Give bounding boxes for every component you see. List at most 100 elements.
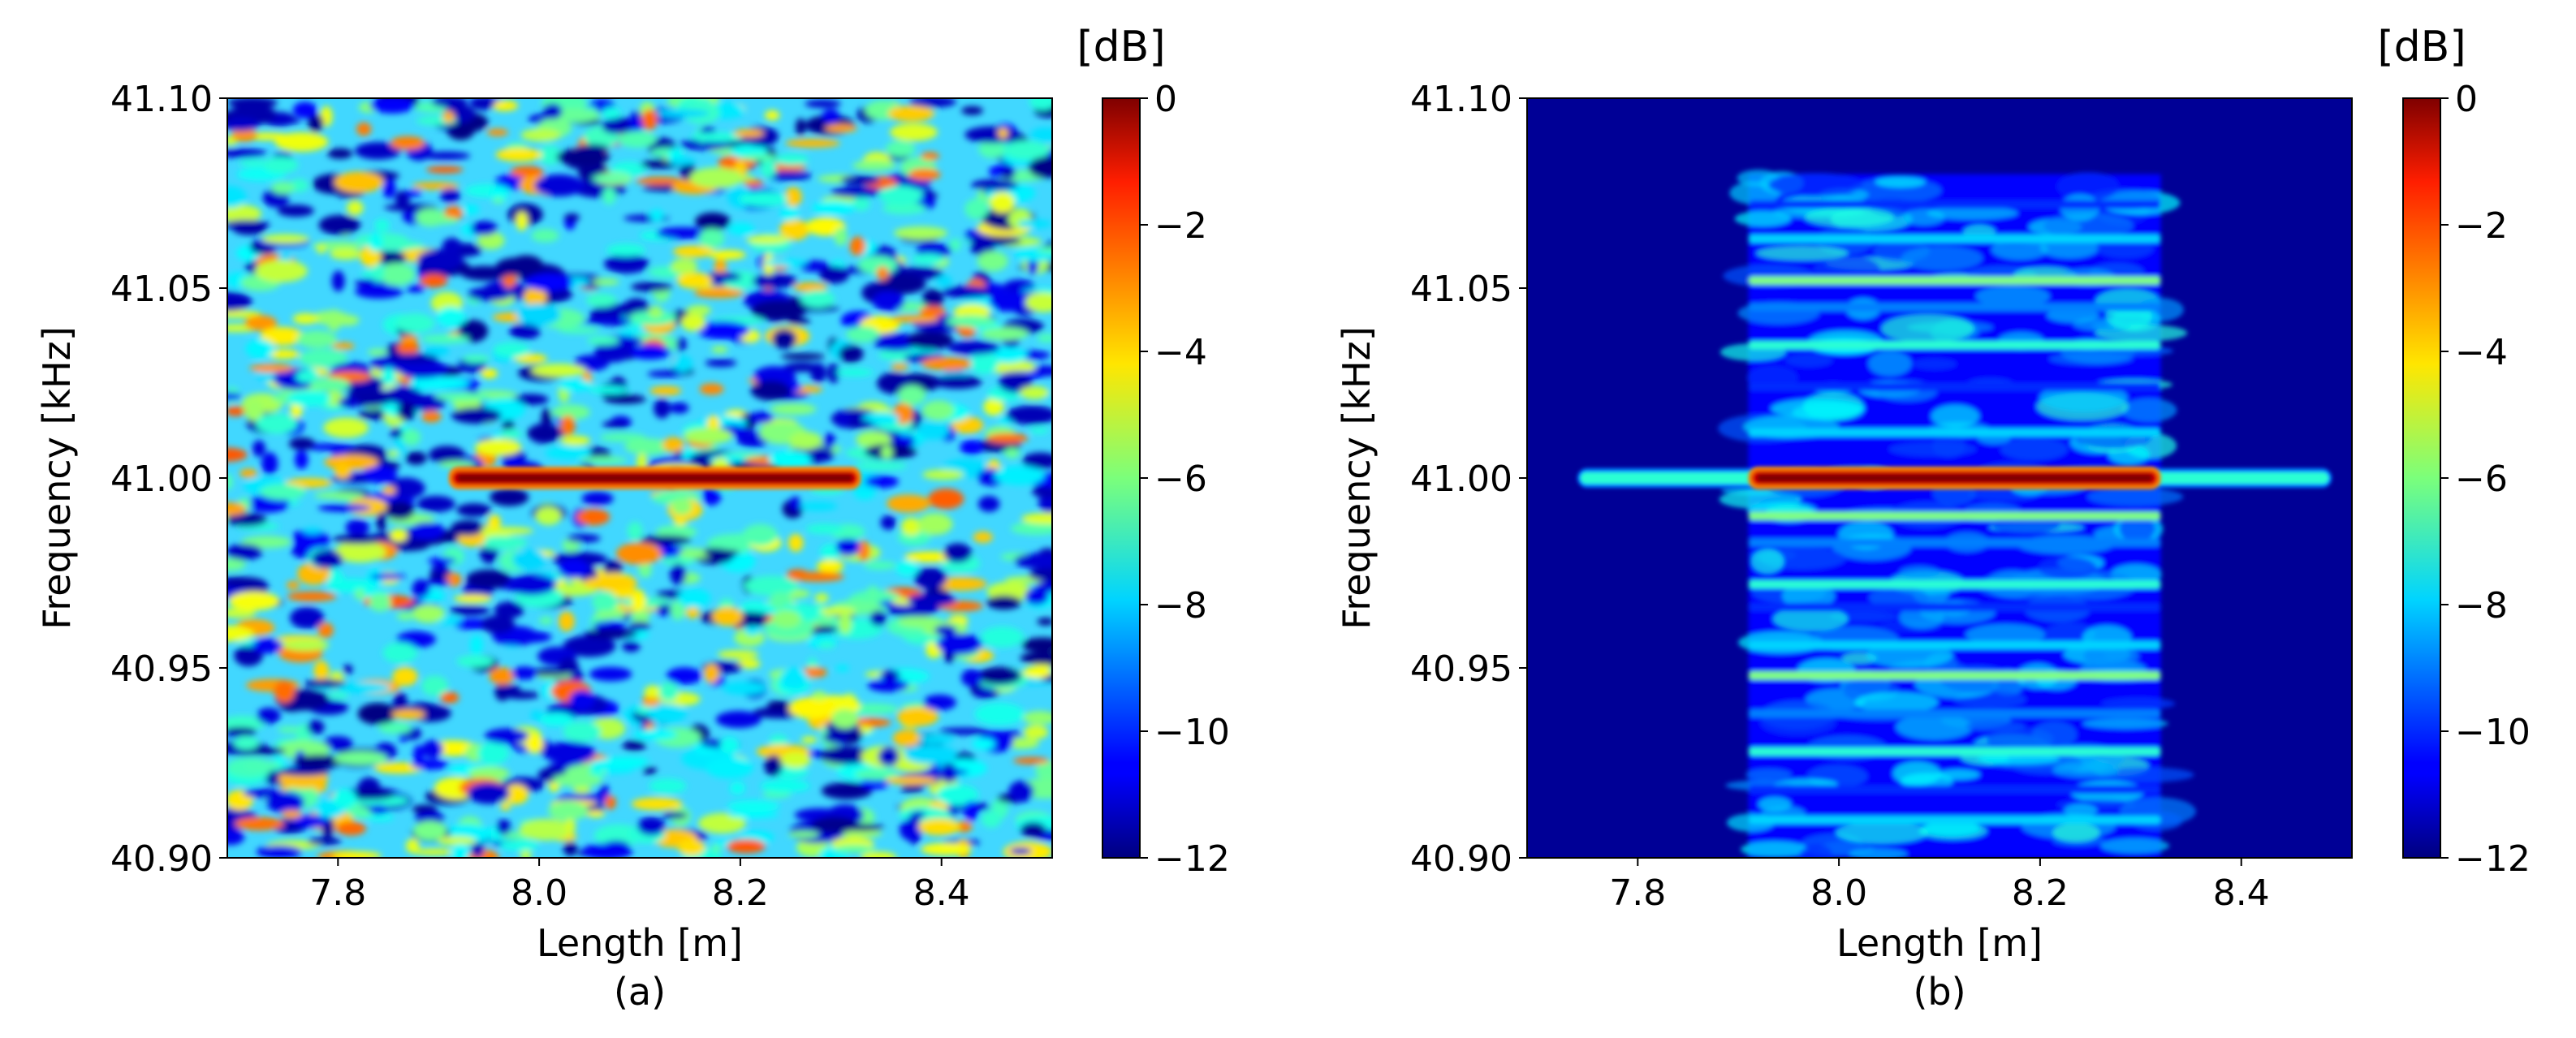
noise-blob [1029, 427, 1050, 434]
noise-blob [628, 622, 651, 631]
noise-blob [1017, 219, 1052, 229]
noise-blob [936, 633, 982, 656]
noise-blob [656, 109, 710, 118]
noise-blob [752, 273, 797, 289]
noise-blob [331, 270, 345, 292]
noise-blob [543, 741, 596, 765]
noise-blob [727, 799, 780, 812]
noise-blob [695, 212, 731, 230]
noise-blob [388, 353, 438, 364]
noise-blob [227, 117, 260, 131]
noise-blob [421, 739, 444, 759]
noise-blob [890, 123, 938, 141]
noise-blob [750, 380, 791, 401]
noise-blob [507, 631, 552, 644]
noise-blob [412, 604, 445, 623]
noise-blob [602, 756, 650, 765]
colorbar-gradient-b [2402, 97, 2441, 859]
noise-blob [880, 670, 900, 681]
colorbar-label-b: [dB] [2377, 23, 2466, 71]
spectral-stripe [1748, 382, 2161, 391]
noise-blob [390, 136, 425, 150]
noise-blob [493, 342, 530, 358]
band-texture [2100, 697, 2176, 710]
noise-blob [793, 282, 827, 292]
noise-blob [934, 576, 987, 591]
noise-blob [699, 383, 724, 395]
colorbar-tick-label: −6 [1154, 459, 1207, 500]
x-tick-label: 8.4 [2213, 872, 2270, 914]
noise-blob [406, 284, 425, 293]
noise-blob [662, 437, 684, 453]
noise-blob [451, 407, 502, 424]
noise-blob [415, 208, 446, 226]
noise-blob [668, 157, 697, 166]
noise-blob [860, 777, 890, 790]
noise-blob [733, 128, 764, 138]
noise-blob [983, 398, 1004, 416]
noise-blob [852, 196, 870, 211]
noise-blob [520, 128, 561, 142]
noise-blob [1009, 847, 1032, 855]
noise-blob [485, 728, 529, 744]
noise-blob [592, 278, 619, 286]
noise-blob [878, 185, 923, 206]
noise-blob [563, 721, 602, 743]
noise-blob [488, 515, 501, 530]
noise-blob [227, 726, 257, 735]
noise-blob [227, 558, 246, 571]
noise-blob [973, 531, 993, 543]
noise-blob [436, 306, 466, 328]
noise-blob [670, 258, 698, 274]
noise-blob [477, 536, 528, 549]
noise-blob [604, 254, 649, 273]
noise-blob [594, 339, 632, 363]
noise-blob [470, 221, 498, 236]
noise-blob [805, 99, 841, 108]
noise-blob [1012, 757, 1050, 765]
noise-blob [760, 158, 776, 179]
noise-blob [779, 218, 810, 241]
noise-blob [252, 638, 283, 654]
noise-blob [467, 286, 513, 302]
noise-blob [308, 114, 324, 133]
noise-blob [921, 357, 973, 371]
noise-blob [819, 746, 873, 765]
noise-blob [891, 315, 939, 323]
noise-blob [670, 600, 685, 621]
noise-blob [696, 321, 750, 340]
noise-blob [474, 438, 522, 456]
noise-blob [531, 364, 586, 377]
noise-blob [416, 248, 464, 272]
noise-blob [990, 192, 1016, 213]
noise-blob [227, 447, 248, 462]
noise-blob [265, 791, 305, 813]
y-axis-ticks-b: 40.90 40.95 41.00 41.05 41.10 [1410, 79, 1527, 880]
noise-blob [701, 486, 722, 506]
band-texture [1911, 358, 1957, 370]
noise-blob [227, 513, 268, 527]
band-texture [2083, 644, 2139, 669]
noise-blob [249, 364, 294, 373]
noise-blob [233, 735, 259, 750]
noise-blob [947, 340, 1000, 355]
noise-blob [606, 243, 646, 256]
noise-blob [649, 209, 664, 222]
noise-blob [662, 812, 688, 819]
spectral-stripe [1748, 816, 2161, 825]
noise-blob [519, 819, 573, 841]
noise-blob [585, 628, 638, 640]
noise-blob [525, 734, 544, 754]
noise-blob [307, 837, 342, 846]
noise-blob [949, 238, 961, 252]
tone-line [448, 467, 861, 489]
colorbar-tick-label: −10 [2455, 712, 2531, 753]
noise-blob [1023, 711, 1052, 725]
noise-blob [622, 641, 641, 653]
spectral-stripe [1748, 640, 2161, 649]
noise-blob [775, 153, 809, 166]
noise-blob [431, 563, 449, 574]
noise-blob [510, 166, 544, 178]
noise-blob [495, 148, 542, 162]
noise-blob [467, 782, 511, 804]
